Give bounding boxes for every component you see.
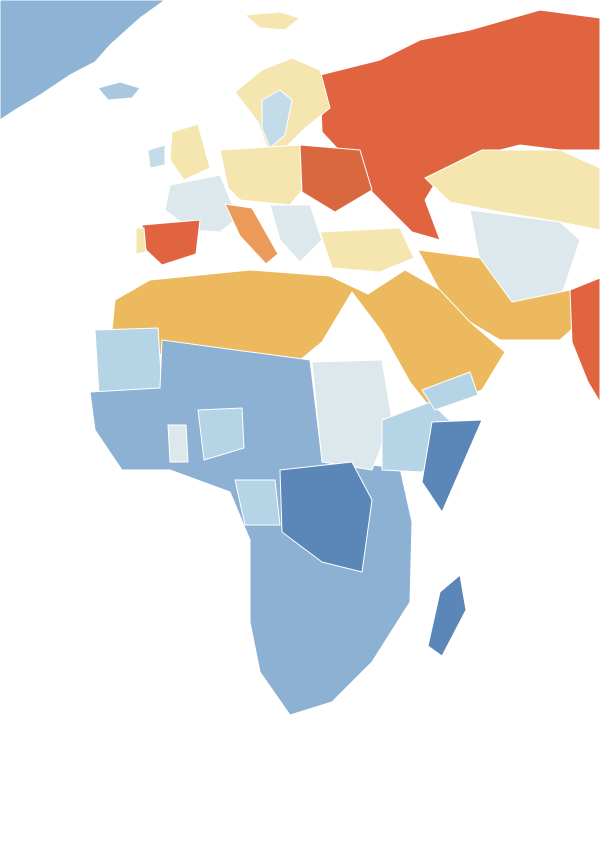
ireland bbox=[147, 144, 166, 169]
sweden bbox=[261, 89, 293, 149]
gabon-congo bbox=[234, 479, 281, 526]
nigeria bbox=[197, 407, 245, 461]
ghana bbox=[167, 424, 189, 463]
greenland bbox=[0, 0, 166, 121]
balkans bbox=[269, 204, 323, 263]
yemen bbox=[421, 371, 479, 411]
svalbard bbox=[244, 11, 301, 31]
ukraine bbox=[299, 144, 373, 213]
turkey bbox=[319, 227, 415, 273]
kazakhstan bbox=[424, 149, 600, 231]
somalia bbox=[421, 419, 483, 513]
italy bbox=[224, 203, 279, 265]
france bbox=[164, 174, 239, 233]
uk bbox=[169, 123, 211, 181]
india bbox=[569, 277, 600, 403]
iceland bbox=[97, 81, 141, 101]
madagascar bbox=[427, 574, 467, 657]
dr-congo bbox=[279, 461, 373, 573]
portugal bbox=[135, 227, 147, 255]
